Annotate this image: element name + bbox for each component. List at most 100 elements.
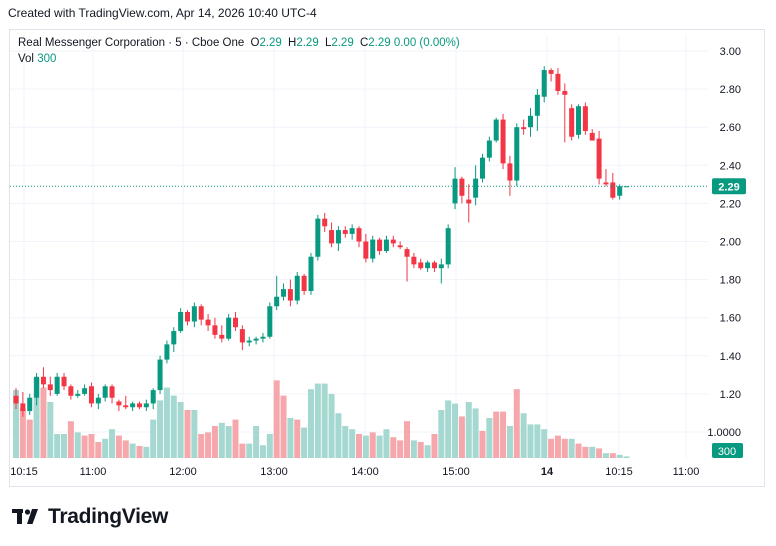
volume-bar xyxy=(410,440,417,458)
candle-body xyxy=(528,115,533,128)
volume-bar xyxy=(218,422,225,458)
volume-bar xyxy=(616,454,623,458)
volume-bar xyxy=(198,434,205,458)
volume-bar xyxy=(115,435,122,458)
volume-bars xyxy=(13,378,630,458)
volume-bar xyxy=(26,419,33,458)
volume-bar xyxy=(561,438,568,458)
y-tick-label: 1.0000 xyxy=(707,427,741,439)
candle-body xyxy=(617,186,623,196)
candle-body xyxy=(473,178,479,198)
candle-body xyxy=(438,264,444,269)
candle-body xyxy=(589,132,595,141)
candle-body xyxy=(582,106,588,132)
candle-body xyxy=(459,178,465,196)
high-value: 2.29 xyxy=(296,37,319,49)
candle-body xyxy=(431,262,437,269)
candle-body xyxy=(130,403,136,408)
candle-body xyxy=(514,127,520,181)
volume-bar xyxy=(534,424,541,458)
candle-body xyxy=(274,296,280,307)
candle-body xyxy=(233,317,239,328)
symbol-label: Real Messenger Corporation · 5 · Cboe On… xyxy=(18,37,245,49)
y-tick-label: 1.80 xyxy=(720,275,741,287)
volume-bar xyxy=(307,389,314,458)
volume-bar xyxy=(232,419,239,458)
candle-body xyxy=(143,403,149,408)
candle-body xyxy=(329,230,335,244)
candle-body xyxy=(370,239,376,259)
y-tick-label: 2.80 xyxy=(720,84,741,96)
volume-bar xyxy=(349,429,356,458)
candle-body xyxy=(40,376,46,385)
volume-bar xyxy=(88,434,95,458)
x-tick-label: 14:00 xyxy=(351,466,379,478)
candle-body xyxy=(95,397,101,404)
candle-body xyxy=(246,340,252,343)
candle-body xyxy=(308,256,314,292)
candle-body xyxy=(411,256,417,265)
volume-bar xyxy=(356,434,362,458)
volume-bar xyxy=(205,432,212,458)
candle-body xyxy=(507,163,513,181)
candle-body xyxy=(20,403,26,412)
volume-bar xyxy=(472,408,479,458)
candle-body xyxy=(54,376,60,394)
candle-body xyxy=(13,395,19,404)
volume-bar xyxy=(575,443,582,458)
volume-bar xyxy=(170,395,177,458)
candle-body xyxy=(603,182,609,185)
volume-bar xyxy=(527,424,534,458)
low-value: 2.29 xyxy=(331,37,354,49)
x-tick-label: 10:15 xyxy=(605,466,633,478)
candle-body xyxy=(260,336,266,339)
volume-bar xyxy=(294,419,301,458)
tradingview-logo[interactable]: TradingView xyxy=(12,505,168,529)
chart-legend: Real Messenger Corporation · 5 · Cboe On… xyxy=(18,35,460,67)
volume-bar xyxy=(541,429,548,458)
candle-body xyxy=(335,230,341,244)
ohlc-row: Real Messenger Corporation · 5 · Cboe On… xyxy=(18,35,460,51)
candle-body xyxy=(219,334,225,339)
volume-bar xyxy=(383,429,390,458)
candle-body xyxy=(267,306,273,337)
x-tick-label: 14 xyxy=(541,466,554,478)
svg-text:2.29: 2.29 xyxy=(718,181,739,193)
candle-body xyxy=(34,376,40,398)
volume-row: Vol 300 xyxy=(18,51,460,67)
volume-bar xyxy=(273,380,280,458)
candle-body xyxy=(576,106,582,135)
x-tick-label: 15:00 xyxy=(442,466,470,478)
volume-bar xyxy=(211,426,218,458)
candle-body xyxy=(534,94,540,116)
volume-bar xyxy=(163,387,170,458)
volume-bar xyxy=(328,394,335,458)
volume-bar xyxy=(513,389,520,458)
volume-bar xyxy=(335,413,342,458)
candle-body xyxy=(205,319,211,326)
volume-bar xyxy=(150,419,157,458)
close-value: 2.29 xyxy=(368,37,391,49)
change-value: 0.00 (0.00%) xyxy=(393,37,460,49)
candle-body xyxy=(47,384,53,391)
volume-bar xyxy=(143,446,150,458)
volume-bar xyxy=(122,440,129,458)
candle-body xyxy=(164,344,170,360)
volume-bar xyxy=(609,453,616,458)
candle-body xyxy=(116,401,122,406)
candle-body xyxy=(281,289,287,297)
volume-bar xyxy=(61,434,68,458)
candle-body xyxy=(610,182,616,198)
volume-bar xyxy=(431,434,438,458)
candle-body xyxy=(136,403,142,408)
volume-bar xyxy=(191,410,198,458)
volume-bar xyxy=(424,445,431,458)
volume-bar xyxy=(157,400,164,458)
volume-bar xyxy=(479,430,486,458)
candle-body xyxy=(356,228,362,242)
candle-body xyxy=(109,386,115,398)
volume-bar xyxy=(362,435,369,458)
volume-bar xyxy=(445,400,452,458)
volume-bar xyxy=(259,445,266,458)
